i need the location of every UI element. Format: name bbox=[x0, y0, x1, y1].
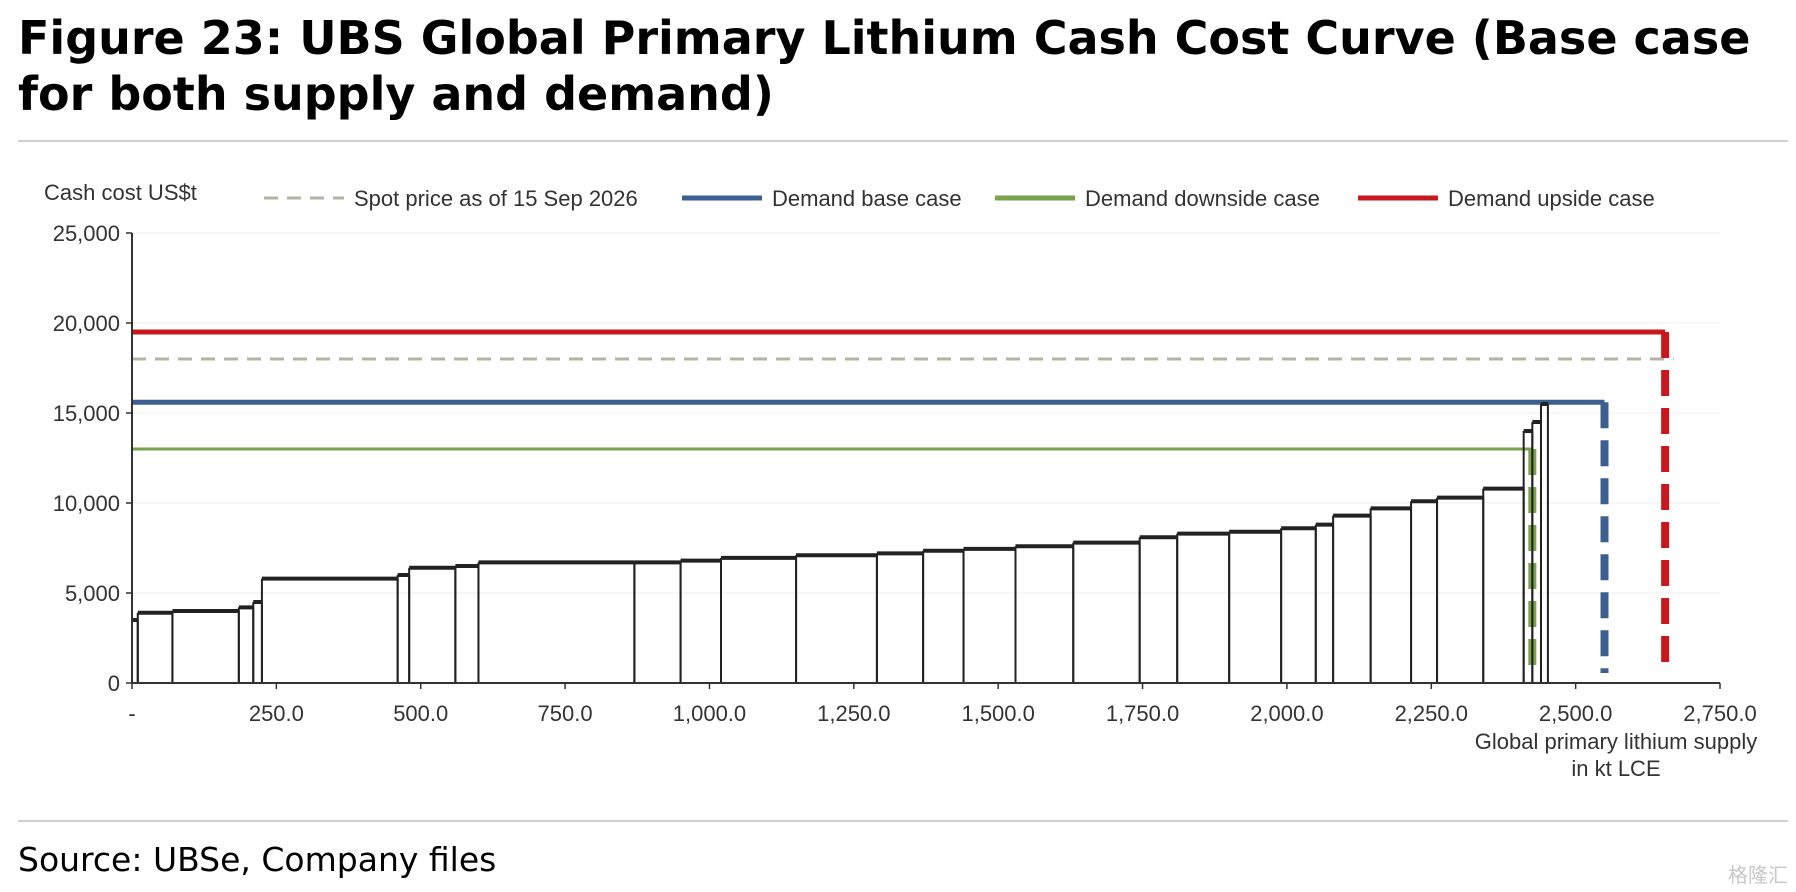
reference-lines bbox=[132, 329, 1674, 673]
cost-block bbox=[1014, 544, 1075, 683]
cost-block bbox=[1410, 499, 1439, 683]
legend-item-base: Demand base case bbox=[682, 186, 962, 211]
cost-block bbox=[408, 565, 457, 683]
legend: Spot price as of 15 Sep 2026 Demand base … bbox=[264, 186, 1655, 211]
cost-block bbox=[454, 564, 480, 683]
y-tick-label: 25,000 bbox=[53, 221, 120, 246]
legend-label: Demand upside case bbox=[1448, 186, 1655, 211]
axes: 0 5,000 10,000 15,000 20,000 25,000 - 250.0 500.… bbox=[53, 221, 1757, 726]
y-tick-label: 0 bbox=[108, 671, 120, 696]
cost-block bbox=[633, 560, 682, 683]
cost-block bbox=[1138, 535, 1179, 683]
source-divider bbox=[18, 820, 1788, 822]
watermark-logo: 格隆汇 bbox=[1728, 863, 1788, 887]
x-axis-label: Global primary lithium supply in kt LCE bbox=[1475, 729, 1757, 781]
source-note: Source: UBSe, Company files bbox=[18, 840, 497, 879]
cost-block bbox=[795, 553, 878, 683]
cost-block bbox=[237, 605, 255, 683]
y-tick-label: 10,000 bbox=[53, 491, 120, 516]
cost-block bbox=[679, 558, 723, 683]
x-axis-label-line: Global primary lithium supply bbox=[1475, 729, 1757, 754]
cost-block bbox=[1072, 540, 1141, 683]
page-title: Figure 23: UBS Global Primary Lithium Ca… bbox=[18, 11, 1751, 121]
cost-block bbox=[1314, 522, 1335, 683]
title-divider bbox=[18, 140, 1788, 142]
legend-item-down: Demand downside case bbox=[995, 186, 1320, 211]
legend-label: Spot price as of 15 Sep 2026 bbox=[354, 186, 638, 211]
x-tick-label: 1,000.0 bbox=[673, 701, 746, 726]
x-tick-label: 2,000.0 bbox=[1250, 701, 1323, 726]
legend-label: Demand downside case bbox=[1085, 186, 1320, 211]
x-tick-label: - bbox=[128, 701, 135, 726]
cost-block bbox=[1176, 531, 1231, 683]
cost-block bbox=[962, 546, 1017, 683]
cost-block bbox=[136, 610, 174, 683]
x-tick-label: 750.0 bbox=[538, 701, 593, 726]
cost-block bbox=[1332, 513, 1372, 683]
y-tick-label: 20,000 bbox=[53, 311, 120, 336]
x-tick-label: 250.0 bbox=[249, 701, 304, 726]
cost-block bbox=[1369, 506, 1413, 683]
x-tick-label: 500.0 bbox=[393, 701, 448, 726]
y-tick-label: 15,000 bbox=[53, 401, 120, 426]
x-tick-label: 1,250.0 bbox=[817, 701, 890, 726]
x-tick-label: 2,250.0 bbox=[1395, 701, 1468, 726]
cost-block bbox=[1436, 495, 1485, 683]
cost-block bbox=[260, 576, 399, 683]
cost-block bbox=[1482, 486, 1525, 683]
cost-block bbox=[1228, 529, 1283, 683]
y-axis-label: Cash cost US$t bbox=[44, 180, 197, 205]
cost-curve bbox=[131, 402, 1549, 683]
cost-block bbox=[1280, 526, 1317, 683]
x-tick-label: 2,750.0 bbox=[1683, 701, 1756, 726]
cost-block bbox=[1539, 402, 1549, 683]
gridlines bbox=[132, 232, 1720, 594]
cost-block bbox=[720, 555, 798, 683]
x-tick-label: 1,500.0 bbox=[961, 701, 1034, 726]
cost-curve-chart: 0 5,000 10,000 15,000 20,000 25,000 - 250.0 500.… bbox=[44, 180, 1757, 781]
cost-block bbox=[477, 560, 636, 683]
x-tick-label: 1,750.0 bbox=[1106, 701, 1179, 726]
cost-block bbox=[875, 551, 925, 683]
x-axis-label-line: in kt LCE bbox=[1571, 756, 1660, 781]
cost-block bbox=[396, 573, 411, 683]
legend-item-up: Demand upside case bbox=[1358, 186, 1655, 211]
y-tick-label: 5,000 bbox=[65, 581, 120, 606]
cost-block bbox=[171, 609, 240, 683]
x-tick-label: 2,500.0 bbox=[1539, 701, 1612, 726]
cost-block bbox=[252, 600, 263, 683]
legend-label: Demand base case bbox=[772, 186, 962, 211]
legend-item-spot: Spot price as of 15 Sep 2026 bbox=[264, 186, 638, 211]
cost-block bbox=[922, 548, 965, 683]
